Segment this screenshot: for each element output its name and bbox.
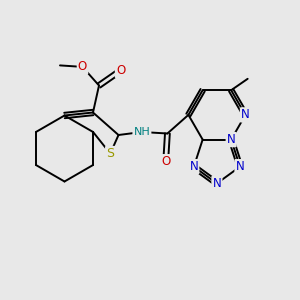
Text: O: O [78,60,87,74]
Text: N: N [212,177,221,190]
Text: S: S [106,147,114,160]
Text: O: O [161,155,170,168]
Text: N: N [190,160,198,173]
Text: N: N [236,160,244,173]
Text: N: N [227,133,236,146]
Text: NH: NH [134,127,150,137]
Text: O: O [116,64,125,77]
Text: N: N [241,108,250,122]
